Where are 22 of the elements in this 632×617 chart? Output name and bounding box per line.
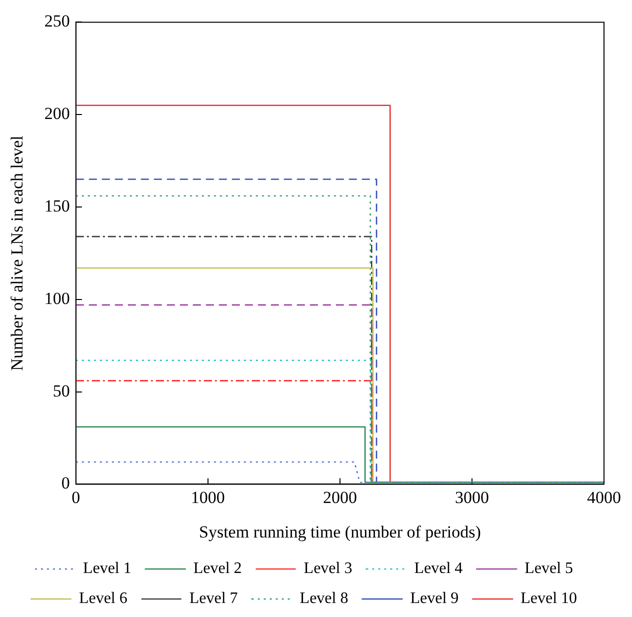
legend-label: Level 4: [414, 560, 463, 578]
x-tick-label: 4000: [587, 488, 621, 507]
y-tick-label: 150: [44, 196, 70, 216]
legend-label: Level 9: [410, 590, 459, 608]
x-tick-label: 2000: [322, 488, 357, 507]
y-tick-label: 0: [61, 474, 70, 493]
legend-label: Level 7: [189, 590, 238, 608]
y-tick-label: 250: [44, 12, 70, 31]
legend-label: Level 8: [300, 590, 348, 608]
legend-label: Level 3: [304, 560, 352, 578]
legend-label: Level 6: [78, 590, 128, 608]
x-tick-label: 3000: [454, 488, 489, 507]
legend-label: Level 2: [193, 560, 242, 578]
y-tick-label: 200: [44, 104, 70, 124]
y-tick-label: 100: [44, 288, 70, 308]
y-tick-label: 50: [52, 381, 70, 400]
x-axis-title: System running time (number of periods): [199, 522, 481, 542]
legend-label: Level 10: [520, 590, 578, 608]
x-tick-label: 1000: [190, 488, 225, 507]
legend-label: Level 5: [524, 560, 574, 578]
y-axis-title: Number of alive LNs in each level: [8, 135, 27, 371]
legend-label: Level 1: [82, 560, 132, 578]
